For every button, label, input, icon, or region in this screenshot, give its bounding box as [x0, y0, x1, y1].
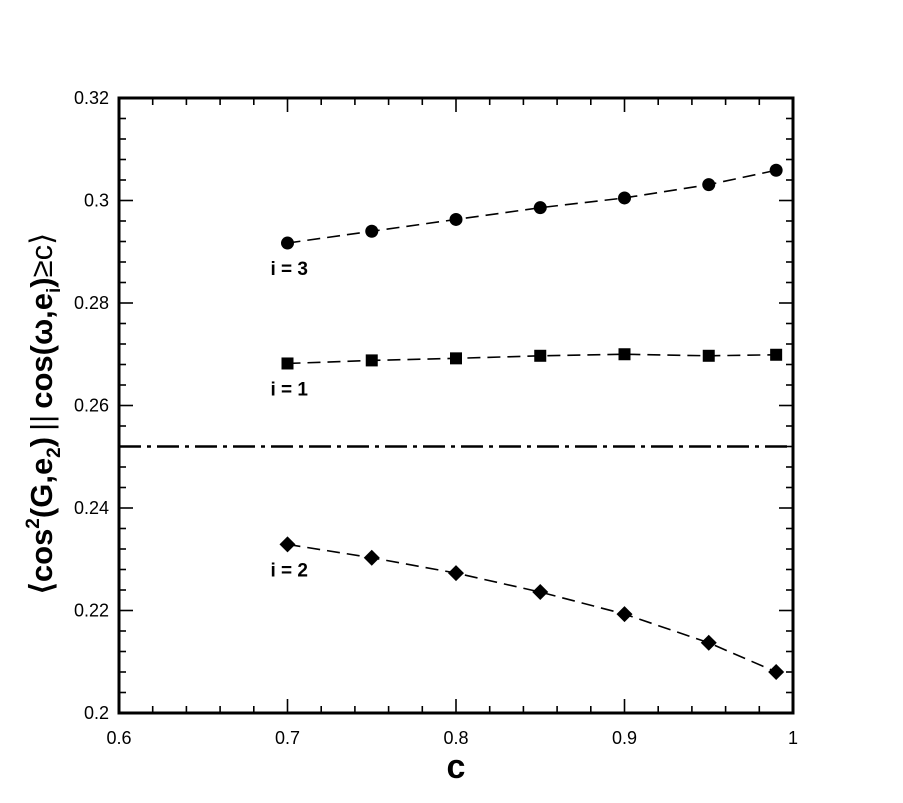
series-line — [287, 169, 777, 244]
y-axis-title: ⟨cos2(G,e2)||cos(ω,ei)≥c⟩ — [23, 233, 65, 594]
data-point-square — [365, 354, 378, 367]
series-labels: i = 3 i = 1 i = 2 — [271, 259, 309, 581]
x-tick-label: 0.9 — [612, 728, 637, 748]
data-point-square — [281, 357, 294, 370]
data-point-diamond — [279, 536, 296, 553]
y-title-cond-sub: i — [44, 288, 65, 293]
data-point-diamond — [616, 606, 633, 623]
y-tick-label: 0.26 — [74, 396, 109, 416]
tick-labels: 0.6 0.7 0.8 0.9 1 0.2 0.22 0.24 0.26 0.28 0.3 0.32 — [74, 88, 798, 748]
data-point-diamond — [768, 664, 785, 680]
data-point-square — [618, 348, 631, 361]
data-point-diamond — [448, 565, 464, 582]
y-tick-label: 0.2 — [84, 703, 109, 723]
y-tick-label: 0.22 — [74, 601, 109, 621]
series-line — [287, 543, 777, 673]
data-point-square — [450, 352, 462, 365]
data-point-circle — [533, 201, 547, 215]
data-point-circle — [769, 163, 783, 177]
y-title-open: ⟨cos — [24, 529, 59, 595]
data-point-diamond — [700, 634, 717, 651]
y-tick-label: 0.32 — [74, 88, 109, 108]
data-point-square — [770, 348, 783, 361]
y-title-cond-close: ) — [24, 277, 59, 287]
y-title-cond-open: cos(ω,e — [24, 293, 59, 409]
y-tick-label: 0.28 — [74, 293, 109, 313]
axis-ticks — [118, 97, 794, 714]
x-tick-label: 0.8 — [443, 728, 468, 748]
y-tick-label: 0.3 — [84, 191, 109, 211]
series-label: i = 2 — [271, 560, 309, 581]
x-axis-title: c — [447, 748, 466, 786]
data-point-circle — [618, 191, 631, 205]
x-tick-label: 1 — [788, 728, 798, 748]
series-label: i = 1 — [271, 379, 309, 400]
series-group — [279, 163, 785, 680]
y-title-cond-bar: || — [24, 415, 59, 431]
plot-frame — [117, 96, 795, 715]
series-label: i = 3 — [271, 259, 309, 280]
x-tick-label: 0.7 — [275, 728, 300, 748]
y-title-cond-tail: ≥c⟩ — [24, 233, 59, 278]
data-point-diamond — [363, 549, 380, 566]
y-title-sub: 2 — [44, 447, 65, 458]
data-point-circle — [449, 212, 463, 226]
data-point-circle — [702, 178, 716, 192]
x-tick-label: 0.6 — [106, 728, 131, 748]
y-tick-label: 0.24 — [74, 498, 109, 518]
data-point-square — [534, 349, 547, 362]
y-title-sup: 2 — [23, 518, 44, 529]
data-point-square — [702, 349, 715, 362]
y-title-mid2: ) — [24, 437, 59, 447]
data-point-circle — [281, 236, 294, 250]
data-point-diamond — [532, 584, 549, 601]
data-point-circle — [365, 224, 379, 238]
y-title-mid: (G,e — [24, 458, 59, 518]
